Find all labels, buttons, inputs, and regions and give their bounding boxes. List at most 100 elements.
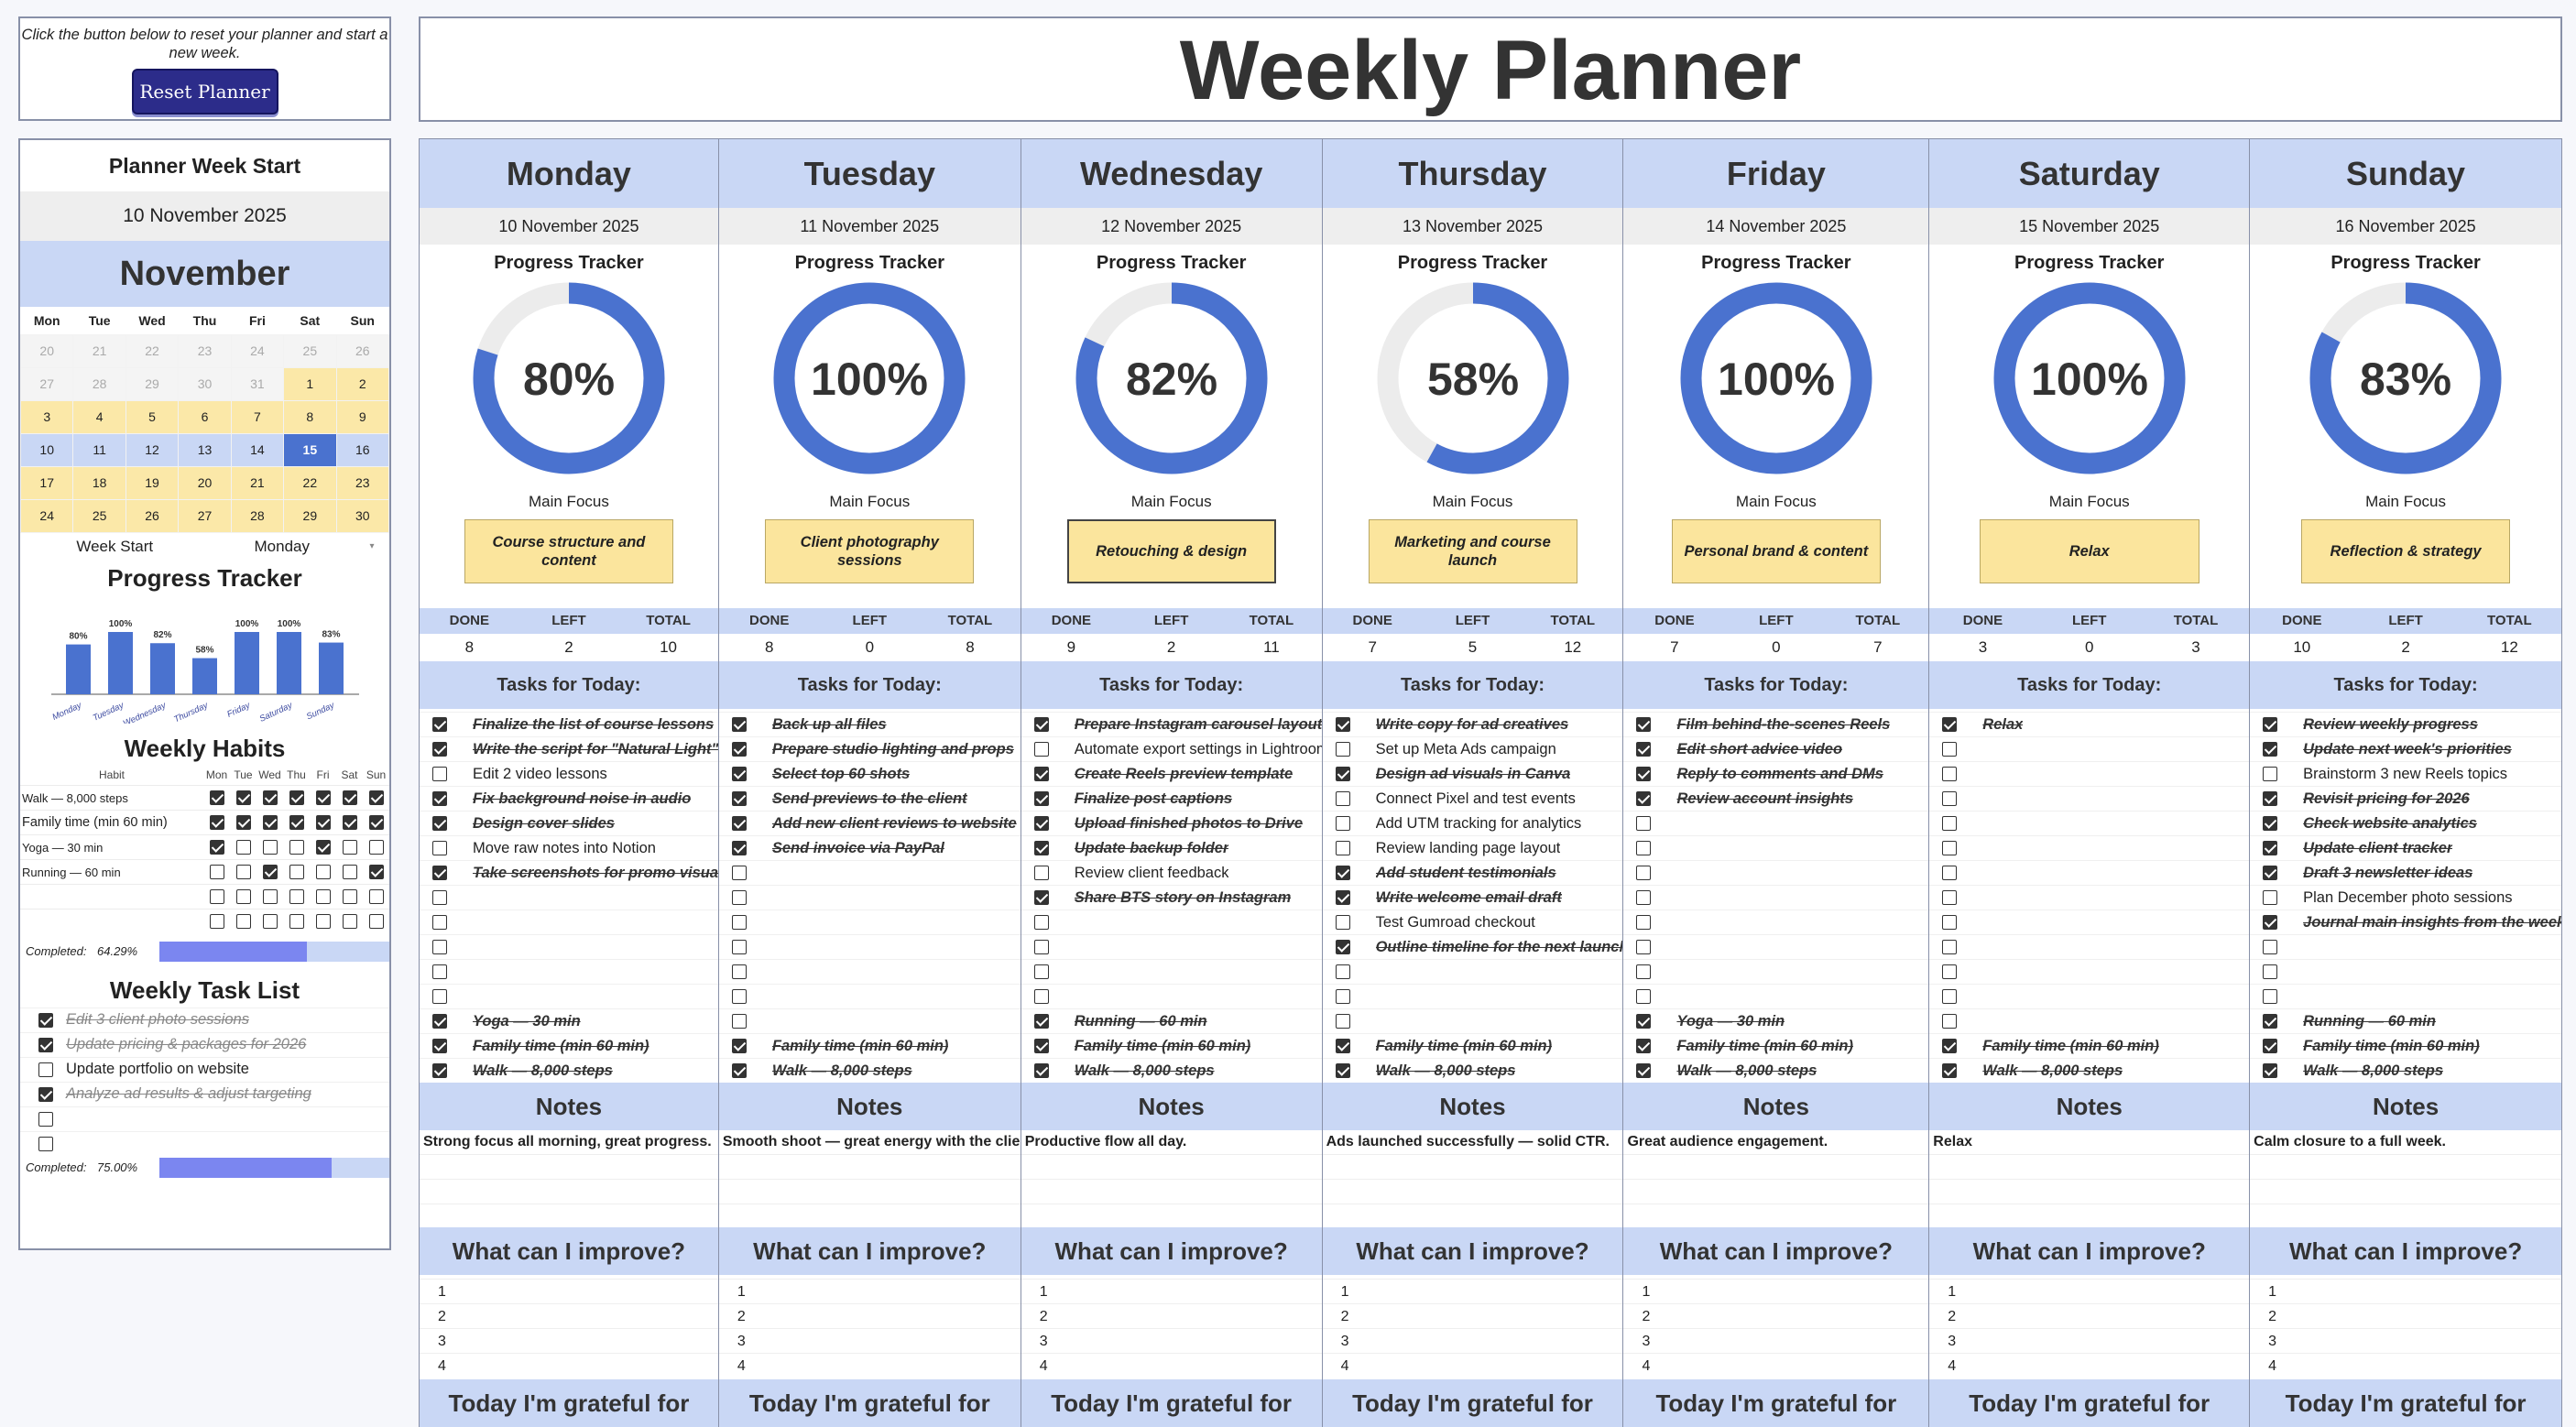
task-text[interactable]: Select top 60 shots — [771, 765, 911, 782]
task-text[interactable]: Take screenshots for promo visuals — [473, 864, 718, 881]
checkbox[interactable] — [1636, 717, 1652, 733]
checkbox[interactable] — [1033, 767, 1049, 782]
task-text[interactable]: Family time (min 60 min) — [473, 1037, 649, 1054]
checkbox[interactable] — [262, 914, 278, 930]
checkbox[interactable] — [289, 815, 304, 831]
checkbox[interactable] — [731, 1014, 747, 1029]
improve-item[interactable]: 1 — [1322, 1279, 1623, 1303]
calendar-day[interactable]: 10 — [19, 432, 74, 467]
checkbox[interactable] — [1033, 1039, 1049, 1054]
task-text[interactable]: Yoga — 30 min — [1676, 1012, 1785, 1029]
main-focus-input[interactable]: Relax — [1979, 519, 2199, 584]
checkbox[interactable] — [2263, 717, 2278, 733]
checkbox[interactable] — [731, 890, 747, 906]
calendar-day[interactable]: 9 — [335, 399, 390, 434]
task-text[interactable]: Yoga — 30 min — [473, 1012, 581, 1029]
checkbox[interactable] — [209, 865, 224, 880]
chevron-down-icon[interactable]: ▾ — [369, 540, 375, 551]
checkbox[interactable] — [1033, 989, 1049, 1005]
checkbox[interactable] — [432, 1063, 447, 1079]
checkbox[interactable] — [1636, 1039, 1652, 1054]
checkbox[interactable] — [262, 889, 278, 905]
checkbox[interactable] — [1636, 1063, 1652, 1079]
checkbox[interactable] — [342, 840, 357, 855]
checkbox[interactable] — [38, 1111, 53, 1127]
task-text[interactable]: Family time (min 60 min) — [1074, 1037, 1251, 1054]
task-text[interactable]: Update next week's priorities — [2303, 740, 2512, 757]
checkbox[interactable] — [2263, 940, 2278, 955]
checkbox[interactable] — [2263, 742, 2278, 757]
task-text[interactable]: Move raw notes into Notion — [473, 839, 656, 856]
improve-item[interactable]: 3 — [1929, 1328, 2250, 1353]
calendar-day[interactable]: 26 — [335, 333, 390, 368]
checkbox[interactable] — [1033, 915, 1049, 931]
checkbox[interactable] — [731, 717, 747, 733]
checkbox[interactable] — [1335, 890, 1350, 906]
task-text[interactable]: Add student testimonials — [1375, 864, 1556, 881]
checkbox[interactable] — [1033, 964, 1049, 980]
improve-item[interactable]: 1 — [2250, 1279, 2561, 1303]
checkbox[interactable] — [1942, 940, 1958, 955]
checkbox[interactable] — [1033, 841, 1049, 856]
task-text[interactable]: Finalize the list of course lessons — [473, 715, 715, 733]
task-text[interactable]: Send previews to the client — [771, 790, 967, 807]
task-text[interactable]: Running — 60 min — [2303, 1012, 2436, 1029]
checkbox[interactable] — [1942, 890, 1958, 906]
main-focus-input[interactable]: Course structure and content — [464, 519, 673, 584]
calendar-day[interactable]: 30 — [178, 366, 232, 401]
checkbox[interactable] — [1335, 717, 1350, 733]
improve-item[interactable]: 1 — [1021, 1279, 1322, 1303]
checkbox[interactable] — [1636, 791, 1652, 807]
calendar-day[interactable]: 18 — [72, 465, 126, 500]
checkbox[interactable] — [235, 889, 251, 905]
improve-item[interactable]: 3 — [1623, 1328, 1929, 1353]
checkbox[interactable] — [262, 790, 278, 806]
task-text[interactable]: Design ad visuals in Canva — [1375, 765, 1571, 782]
main-focus-input[interactable]: Personal brand & content — [1671, 519, 1881, 584]
checkbox[interactable] — [262, 865, 278, 880]
improve-item[interactable]: 2 — [1322, 1303, 1623, 1328]
checkbox[interactable] — [1636, 1014, 1652, 1029]
checkbox[interactable] — [1033, 1014, 1049, 1029]
checkbox[interactable] — [1033, 890, 1049, 906]
task-text[interactable]: Check website analytics — [2303, 814, 2477, 832]
task-text[interactable]: Send invoice via PayPal — [771, 839, 944, 856]
task-text[interactable]: Review landing page layout — [1375, 839, 1561, 856]
checkbox[interactable] — [731, 816, 747, 832]
task-text[interactable]: Journal main insights from the week — [2303, 913, 2561, 931]
checkbox[interactable] — [731, 1039, 747, 1054]
task-text[interactable]: Review weekly progress — [2303, 715, 2478, 733]
task-text[interactable]: Reply to comments and DMs — [1676, 765, 1883, 782]
task-text[interactable]: Walk — 8,000 steps — [1074, 1062, 1215, 1079]
checkbox[interactable] — [1636, 964, 1652, 980]
checkbox[interactable] — [731, 866, 747, 881]
checkbox[interactable] — [1335, 866, 1350, 881]
checkbox[interactable] — [2263, 791, 2278, 807]
calendar-day[interactable]: 20 — [178, 465, 232, 500]
improve-item[interactable]: 4 — [1322, 1353, 1623, 1378]
checkbox[interactable] — [2263, 1039, 2278, 1054]
task-text[interactable]: Family time (min 60 min) — [1676, 1037, 1853, 1054]
checkbox[interactable] — [315, 889, 331, 905]
checkbox[interactable] — [1942, 1039, 1958, 1054]
task-text[interactable]: Add new client reviews to website — [771, 814, 1017, 832]
calendar-day[interactable]: 20 — [19, 333, 74, 368]
main-focus-input[interactable]: Client photography sessions — [765, 519, 975, 584]
task-text[interactable]: Review client feedback — [1074, 864, 1229, 881]
task-text[interactable]: Upload finished photos to Drive — [1074, 814, 1304, 832]
notes-field[interactable]: Ads launched successfully — solid CTR. — [1322, 1130, 1623, 1227]
checkbox[interactable] — [1033, 866, 1049, 881]
improve-item[interactable]: 4 — [1021, 1353, 1322, 1378]
checkbox[interactable] — [368, 815, 384, 831]
calendar-day[interactable]: 8 — [283, 399, 337, 434]
calendar-day[interactable]: 31 — [230, 366, 285, 401]
task-text[interactable]: Family time (min 60 min) — [1982, 1037, 2159, 1054]
task-text[interactable]: Family time (min 60 min) — [2303, 1037, 2480, 1054]
checkbox[interactable] — [1636, 915, 1652, 931]
checkbox[interactable] — [235, 914, 251, 930]
checkbox[interactable] — [342, 889, 357, 905]
calendar-day[interactable]: 1 — [283, 366, 337, 401]
checkbox[interactable] — [235, 790, 251, 806]
task-text[interactable]: Back up all files — [771, 715, 887, 733]
task-text[interactable]: Running — 60 min — [1074, 1012, 1207, 1029]
